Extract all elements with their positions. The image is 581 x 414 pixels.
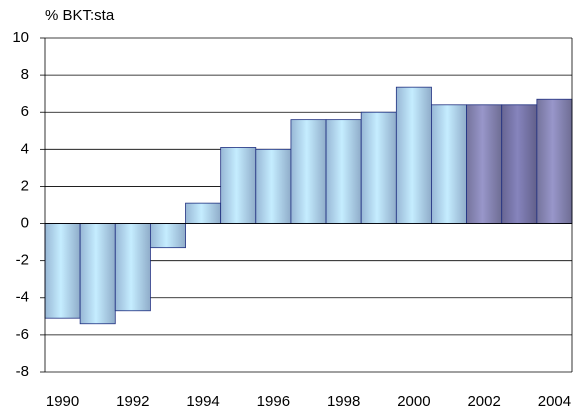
- y-tick-label: -8: [16, 363, 29, 380]
- y-tick-label: 4: [21, 140, 29, 157]
- x-tick-label: 2000: [397, 393, 430, 410]
- x-tick-label: 1996: [257, 393, 290, 410]
- bar: [44, 223, 81, 319]
- x-tick-label: 1994: [186, 393, 219, 410]
- x-tick-label: 2002: [467, 393, 500, 410]
- bar: [185, 202, 222, 224]
- bar: [501, 104, 538, 224]
- bar: [536, 98, 573, 224]
- y-tick-label: -2: [16, 252, 29, 269]
- bar: [149, 223, 186, 249]
- y-tick-label: 2: [21, 177, 29, 194]
- y-tick-label: 0: [21, 215, 29, 232]
- y-tick-label: -4: [16, 289, 29, 306]
- y-tick-label: 8: [21, 66, 29, 83]
- y-tick-label: -6: [16, 326, 29, 343]
- bar: [325, 119, 362, 224]
- x-tick-label: 1998: [327, 393, 360, 410]
- y-axis-label: % BKT:sta: [45, 7, 115, 24]
- bar: [220, 147, 257, 224]
- y-tick-label: 10: [12, 29, 29, 46]
- bar: [114, 223, 151, 312]
- bar: [360, 111, 397, 224]
- bar: [255, 148, 292, 224]
- bar: [290, 119, 327, 224]
- x-tick-label: 1990: [46, 393, 79, 410]
- bar: [466, 104, 503, 224]
- x-tick-label: 2004: [538, 393, 571, 410]
- x-tick-label: 1992: [116, 393, 149, 410]
- y-tick-label: 6: [21, 103, 29, 120]
- bar: [79, 223, 116, 325]
- bar: [395, 86, 432, 224]
- bar: [431, 104, 468, 224]
